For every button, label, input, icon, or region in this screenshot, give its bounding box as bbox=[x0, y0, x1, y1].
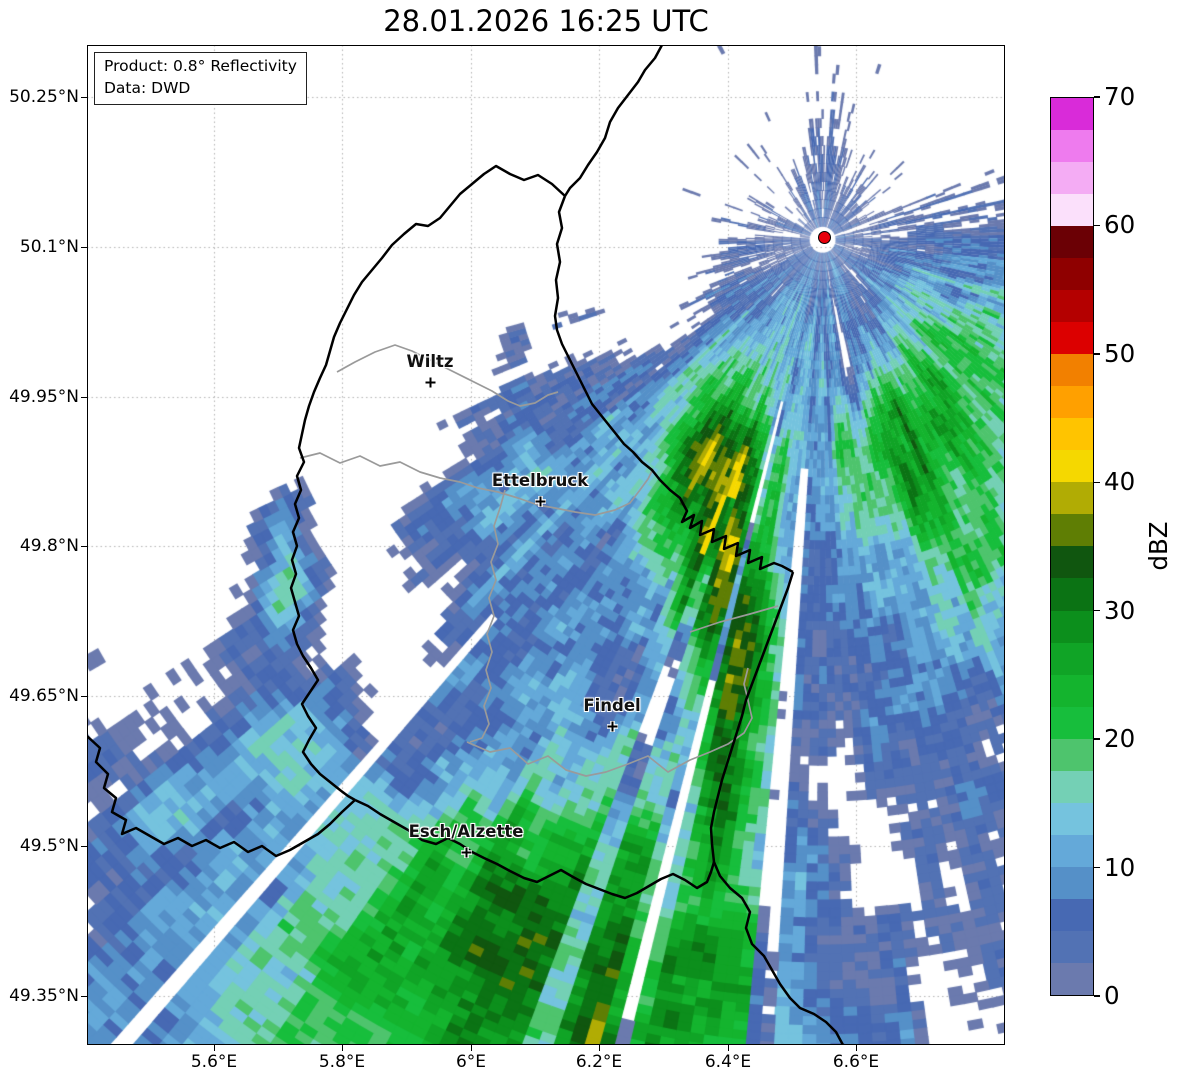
x-tick-mark bbox=[855, 1045, 857, 1051]
y-tick-mark bbox=[81, 96, 87, 98]
x-tick-label: 5.6°E bbox=[190, 1052, 238, 1072]
colorbar-segment bbox=[1051, 898, 1093, 931]
colorbar-tick-mark bbox=[1094, 995, 1100, 997]
colorbar-segment bbox=[1051, 418, 1093, 451]
x-tick-label: 6.2°E bbox=[575, 1052, 623, 1072]
district-border-line bbox=[689, 605, 779, 633]
colorbar-tick-label: 50 bbox=[1104, 338, 1136, 368]
city-cross-icon bbox=[461, 843, 472, 862]
product-info-line1: Product: 0.8° Reflectivity bbox=[104, 57, 297, 75]
colorbar-segment bbox=[1051, 930, 1093, 963]
country-border-line bbox=[354, 798, 716, 900]
colorbar-tick-label: 10 bbox=[1104, 852, 1136, 882]
colorbar-segment bbox=[1051, 834, 1093, 867]
district-border-line bbox=[299, 452, 654, 516]
district-border-line bbox=[336, 344, 559, 407]
x-tick-label: 5.8°E bbox=[318, 1052, 366, 1072]
y-tick-label: 49.5°N bbox=[19, 836, 79, 856]
y-tick-mark bbox=[81, 845, 87, 847]
plot-title: 28.01.2026 16:25 UTC bbox=[383, 4, 709, 38]
colorbar-tick-label: 70 bbox=[1104, 82, 1136, 111]
y-tick-mark bbox=[81, 695, 87, 697]
colorbar-segment bbox=[1051, 450, 1093, 483]
colorbar-segment bbox=[1051, 226, 1093, 259]
city-cross-icon bbox=[535, 492, 546, 511]
product-info-box: Product: 0.8° Reflectivity Data: DWD bbox=[94, 52, 307, 106]
colorbar-segment bbox=[1051, 354, 1093, 387]
colorbar-segment bbox=[1051, 290, 1093, 323]
colorbar-tick-label: 40 bbox=[1104, 467, 1136, 497]
y-tick-mark bbox=[81, 545, 87, 547]
colorbar-tick-mark bbox=[1094, 609, 1100, 612]
country-border-line bbox=[289, 164, 566, 802]
y-tick-label: 50.1°N bbox=[19, 237, 79, 257]
colorbar-tick-mark bbox=[1094, 96, 1100, 98]
colorbar-tick-mark bbox=[1094, 481, 1100, 484]
y-tick-label: 49.95°N bbox=[9, 387, 79, 407]
country-border-line bbox=[553, 195, 794, 574]
colorbar-segment bbox=[1051, 98, 1093, 131]
colorbar bbox=[1050, 97, 1094, 996]
y-tick-label: 50.25°N bbox=[9, 87, 79, 107]
city-label: Findel bbox=[583, 696, 641, 715]
country-border-line bbox=[709, 571, 845, 1045]
city-label: Ettelbruck bbox=[491, 471, 589, 490]
colorbar-segment bbox=[1051, 386, 1093, 419]
x-tick-label: 6.4°E bbox=[704, 1052, 752, 1072]
y-tick-mark bbox=[81, 396, 87, 398]
colorbar-segment bbox=[1051, 610, 1093, 643]
colorbar-segment bbox=[1051, 578, 1093, 611]
colorbar-segment bbox=[1051, 866, 1093, 899]
x-tick-mark bbox=[727, 1045, 729, 1051]
colorbar-tick-label: 20 bbox=[1104, 724, 1136, 754]
colorbar-segment bbox=[1051, 546, 1093, 579]
colorbar-segment bbox=[1051, 514, 1093, 547]
colorbar-tick-mark bbox=[1094, 866, 1100, 869]
city-cross-icon bbox=[607, 717, 618, 736]
colorbar-segment bbox=[1051, 130, 1093, 163]
map-plot-area: Product: 0.8° Reflectivity Data: DWD Wil… bbox=[87, 45, 1005, 1045]
city-cross-icon bbox=[425, 373, 436, 392]
colorbar-segment bbox=[1051, 674, 1093, 707]
y-tick-mark bbox=[81, 995, 87, 997]
colorbar-tick-mark bbox=[1094, 738, 1100, 740]
y-tick-label: 49.8°N bbox=[19, 536, 79, 556]
y-tick-label: 49.65°N bbox=[9, 686, 79, 706]
colorbar-segment bbox=[1051, 962, 1093, 995]
colorbar-tick-mark bbox=[1094, 353, 1100, 355]
colorbar-segment bbox=[1051, 194, 1093, 227]
country-border-line bbox=[563, 45, 664, 197]
colorbar-segment bbox=[1051, 642, 1093, 675]
x-tick-mark bbox=[598, 1045, 600, 1051]
radar-site-dot bbox=[817, 230, 831, 244]
colorbar-tick-label: 0 bbox=[1104, 981, 1120, 1010]
colorbar-segment bbox=[1051, 706, 1093, 739]
x-tick-mark bbox=[213, 1045, 215, 1051]
x-tick-label: 6°E bbox=[455, 1052, 487, 1072]
colorbar-tick-mark bbox=[1094, 224, 1100, 227]
colorbar-segment bbox=[1051, 770, 1093, 803]
product-info-line2: Data: DWD bbox=[104, 78, 191, 97]
colorbar-axis-label: dBZ bbox=[1144, 521, 1173, 571]
y-tick-mark bbox=[81, 246, 87, 248]
colorbar-segment bbox=[1051, 258, 1093, 291]
colorbar-segment bbox=[1051, 482, 1093, 515]
colorbar-segment bbox=[1051, 162, 1093, 195]
country-borders-overlay bbox=[87, 45, 845, 1045]
colorbar-segment bbox=[1051, 738, 1093, 771]
colorbar-segment bbox=[1051, 802, 1093, 835]
colorbar-tick-label: 60 bbox=[1104, 210, 1136, 240]
x-tick-mark bbox=[341, 1045, 343, 1051]
city-label: Esch/Alzette bbox=[408, 822, 524, 841]
city-label: Wiltz bbox=[406, 352, 454, 371]
country-border-line bbox=[87, 735, 356, 858]
district-border-line bbox=[469, 489, 506, 743]
district-border-line bbox=[466, 667, 753, 777]
x-tick-mark bbox=[470, 1045, 472, 1051]
colorbar-segment bbox=[1051, 322, 1093, 355]
x-tick-label: 6.6°E bbox=[832, 1052, 880, 1072]
y-tick-label: 49.35°N bbox=[9, 986, 79, 1006]
colorbar-tick-label: 30 bbox=[1104, 595, 1136, 625]
